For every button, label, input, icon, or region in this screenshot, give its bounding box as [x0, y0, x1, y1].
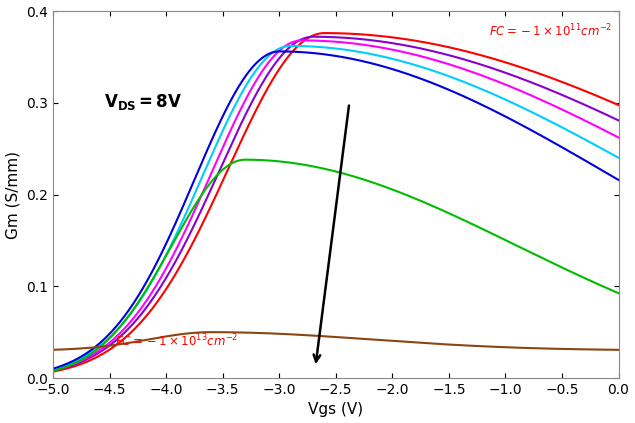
X-axis label: Vgs (V): Vgs (V): [308, 402, 363, 418]
Text: $\mathregular{V_{DS}=8V}$: $\mathregular{V_{DS}=8V}$: [104, 92, 182, 113]
Text: $FC = -1 \times 10^{11}cm^{-2}$: $FC = -1 \times 10^{11}cm^{-2}$: [490, 23, 613, 39]
Text: $FC = -1 \times 10^{13}cm^{-2}$: $FC = -1 \times 10^{13}cm^{-2}$: [115, 333, 239, 350]
Y-axis label: Gm (S/mm): Gm (S/mm): [6, 151, 20, 239]
